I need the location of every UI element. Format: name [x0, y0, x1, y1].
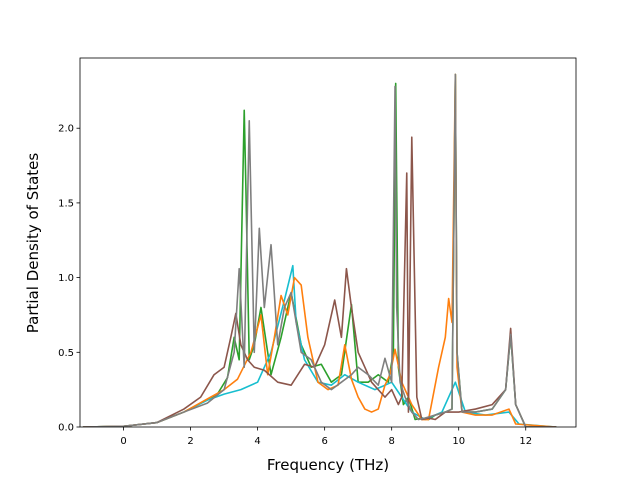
plot-frame [79, 57, 577, 428]
series-line-1 [82, 264, 557, 427]
series-line-0 [82, 73, 557, 427]
x-tick-label: 6 [321, 436, 327, 447]
series-layer [82, 73, 557, 427]
x-tick-label: 12 [519, 436, 532, 447]
y-tick-label: 0.5 [58, 348, 74, 359]
x-tick-label: 8 [388, 436, 394, 447]
series-line-4 [82, 73, 557, 427]
x-axis-title: Frequency (THz) [267, 456, 389, 474]
x-tick-label: 0 [120, 436, 126, 447]
x-tick-label: 4 [254, 436, 260, 447]
y-axis-title: Partial Density of States [24, 153, 42, 334]
series-line-2 [82, 73, 557, 427]
x-axis: 0 2 4 6 8 10 12 [120, 427, 532, 447]
y-tick-label: 1.0 [58, 273, 74, 284]
y-axis: 0.0 0.5 1.0 1.5 2.0 [58, 124, 80, 434]
series-line-3 [82, 136, 557, 427]
x-tick-label: 2 [187, 436, 193, 447]
y-tick-label: 2.0 [58, 124, 74, 135]
y-tick-label: 1.5 [58, 198, 74, 209]
y-tick-label: 0.0 [58, 423, 74, 434]
x-tick-label: 10 [452, 436, 465, 447]
